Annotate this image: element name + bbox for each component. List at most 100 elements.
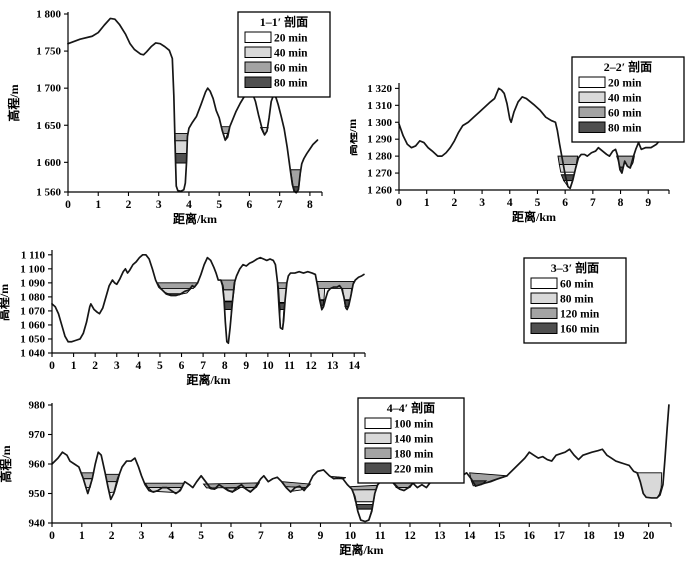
fill-band-band4 — [355, 503, 374, 510]
x-axis-label: 距离/km — [339, 542, 383, 557]
legend-swatch-band3 — [578, 106, 606, 118]
legend-label: 160 min — [560, 324, 600, 336]
x-tick-label: 13 — [434, 530, 446, 542]
y-tick-label: 970 — [29, 429, 46, 441]
x-axis-label: 距离/km — [512, 209, 556, 224]
x-tick-label: 5 — [535, 197, 541, 209]
legend-label: 40 min — [608, 93, 642, 105]
legend-label: 20 min — [274, 33, 308, 45]
legend-label: 60 min — [608, 108, 642, 120]
y-tick-label: 1 800 — [36, 9, 61, 21]
x-tick-label: 8 — [288, 530, 294, 542]
x-tick-label: 7 — [200, 360, 206, 372]
x-tick-label: 1 — [79, 530, 85, 542]
legend-swatch-band2 — [244, 46, 272, 58]
terrain-profile-line — [51, 404, 670, 523]
legend-swatch-band4 — [578, 121, 606, 133]
x-tick-label: 11 — [284, 360, 295, 372]
fill-band-band3 — [557, 155, 579, 166]
x-tick-label: 7 — [258, 530, 264, 542]
legend-label: 80 min — [560, 294, 594, 306]
y-tick-label: 1 600 — [36, 157, 61, 169]
y-tick-label: 1 320 — [367, 83, 392, 95]
chart-profile-1-1: 1 560 1 600 1 650 1 700 1 750 1 800 0 1 2 3 4 5 6 7 8 高… — [0, 0, 350, 239]
y-tick-label: 1 700 — [36, 83, 61, 95]
legend-swatch-band1 — [364, 417, 392, 429]
y-axis-label: 高程/m — [0, 445, 13, 482]
y-tick-label: 1 100 — [20, 263, 45, 275]
y-tick-label: 1 060 — [20, 319, 45, 331]
x-tick-label: 3 — [479, 197, 485, 209]
x-tick-label: 12 — [404, 530, 416, 542]
legend-label: 20 min — [608, 78, 642, 90]
legend-label: 140 min — [394, 434, 434, 446]
x-tick-label: 16 — [524, 530, 536, 542]
y-axis-label: 高程/m — [350, 119, 359, 156]
legend-swatch-band3 — [244, 61, 272, 73]
fill-band-band4 — [174, 152, 188, 164]
legend-swatch-band3 — [530, 307, 558, 319]
legend-swatch-band2 — [364, 432, 392, 444]
fill-band-band2 — [558, 164, 577, 173]
legend-swatch-band1 — [578, 76, 606, 88]
x-tick-label: 7 — [277, 199, 283, 211]
x-tick-label: 9 — [645, 197, 651, 209]
x-tick-label: 2 — [109, 530, 115, 542]
x-tick-label: 0 — [65, 199, 71, 211]
legend-label: 80 min — [274, 78, 308, 90]
x-tick-label: 10 — [345, 530, 357, 542]
y-tick-label: 980 — [29, 400, 46, 412]
x-tick-label: 19 — [613, 530, 625, 542]
y-tick-label: 1 300 — [367, 117, 392, 129]
legend-swatch-band1 — [244, 31, 272, 43]
legend-swatch-band4 — [364, 462, 392, 474]
x-tick-label: 5 — [216, 199, 222, 211]
y-tick-label: 1 280 — [367, 151, 392, 163]
fill-band-band2 — [174, 140, 188, 154]
x-tick-label: 6 — [247, 199, 253, 211]
x-tick-label: 18 — [583, 530, 595, 542]
x-tick-label: 13 — [327, 360, 339, 372]
y-tick-label: 1 270 — [367, 168, 392, 180]
x-tick-label: 14 — [464, 530, 476, 542]
x-tick-label: 1 — [424, 197, 430, 209]
legend-label: 40 min — [274, 48, 308, 60]
x-tick-label: 7 — [590, 197, 596, 209]
x-tick-label: 4 — [168, 530, 174, 542]
x-tick-label: 14 — [348, 360, 360, 372]
y-tick-label: 1 040 — [20, 348, 45, 360]
legend-title: 1–1′ 剖面 — [260, 14, 308, 29]
x-tick-label: 3 — [114, 360, 120, 372]
y-tick-label: 960 — [29, 459, 46, 471]
x-tick-label: 8 — [222, 360, 228, 372]
x-tick-label: 6 — [228, 530, 234, 542]
legend-swatch-band2 — [530, 292, 558, 304]
x-tick-label: 0 — [49, 530, 55, 542]
x-tick-label: 3 — [156, 199, 162, 211]
legend-label: 60 min — [560, 279, 594, 291]
x-tick-label: 2 — [126, 199, 132, 211]
x-tick-label: 1 — [71, 360, 77, 372]
legend-label: 100 min — [394, 419, 434, 431]
x-tick-label: 9 — [318, 530, 324, 542]
x-tick-label: 8 — [618, 197, 624, 209]
legend-label: 60 min — [274, 63, 308, 75]
x-tick-label: 1 — [95, 199, 101, 211]
terrain-profile-line — [398, 87, 669, 190]
x-tick-label: 2 — [92, 360, 98, 372]
y-axis-label: 高程/m — [0, 284, 11, 321]
x-tick-label: 12 — [305, 360, 317, 372]
x-axis-label: 距离/km — [186, 372, 230, 387]
y-axis-label: 高程/m — [6, 84, 21, 121]
x-tick-label: 3 — [139, 530, 145, 542]
legend-swatch-band1 — [530, 277, 558, 289]
x-tick-label: 5 — [198, 530, 204, 542]
legend-label: 120 min — [560, 309, 600, 321]
chart-canvas-profile-2-2: 1 260 1 270 1 280 1 290 1 300 1 310 1 320 0 1 2 3 4… — [344, 56, 685, 224]
x-tick-label: 4 — [507, 197, 513, 209]
y-tick-label: 1 050 — [20, 333, 45, 345]
legend-title: 4–4′ 剖面 — [387, 400, 435, 415]
